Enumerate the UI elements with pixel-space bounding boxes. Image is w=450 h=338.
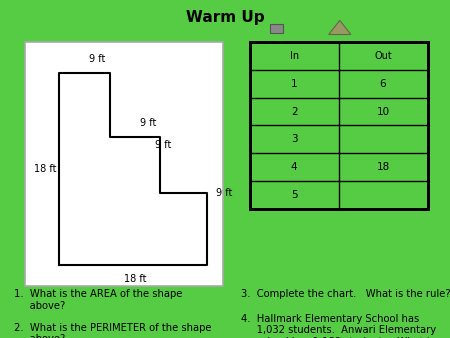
Text: 1.  What is the AREA of the shape
     above?: 1. What is the AREA of the shape above? xyxy=(14,289,182,311)
Text: 2: 2 xyxy=(291,106,297,117)
Text: 3: 3 xyxy=(291,134,297,144)
Text: 2.  What is the PERIMETER of the shape
     above?: 2. What is the PERIMETER of the shape ab… xyxy=(14,323,211,338)
Text: 18 ft: 18 ft xyxy=(124,274,146,284)
Text: 9 ft: 9 ft xyxy=(140,118,156,128)
Text: 9 ft: 9 ft xyxy=(89,54,105,64)
Text: 4: 4 xyxy=(291,162,297,172)
Polygon shape xyxy=(328,20,351,34)
Text: 3.  Complete the chart.   What is the rule?: 3. Complete the chart. What is the rule? xyxy=(241,289,450,299)
Text: In: In xyxy=(290,51,299,61)
Bar xyxy=(250,42,428,209)
Text: 18: 18 xyxy=(377,162,390,172)
Text: 18 ft: 18 ft xyxy=(34,164,56,174)
Text: 1: 1 xyxy=(291,79,297,89)
Text: Warm Up: Warm Up xyxy=(186,10,264,25)
Bar xyxy=(25,42,223,286)
Text: 10: 10 xyxy=(377,106,390,117)
Text: 4.  Hallmark Elementary School has
     1,032 students.  Anwari Elementary
     : 4. Hallmark Elementary School has 1,032 … xyxy=(241,314,450,338)
Text: 9 ft: 9 ft xyxy=(216,188,232,198)
Text: 9 ft: 9 ft xyxy=(155,140,171,150)
Text: 5: 5 xyxy=(291,190,297,200)
Text: Out: Out xyxy=(374,51,392,61)
Bar xyxy=(270,24,283,33)
Text: 6: 6 xyxy=(380,79,387,89)
